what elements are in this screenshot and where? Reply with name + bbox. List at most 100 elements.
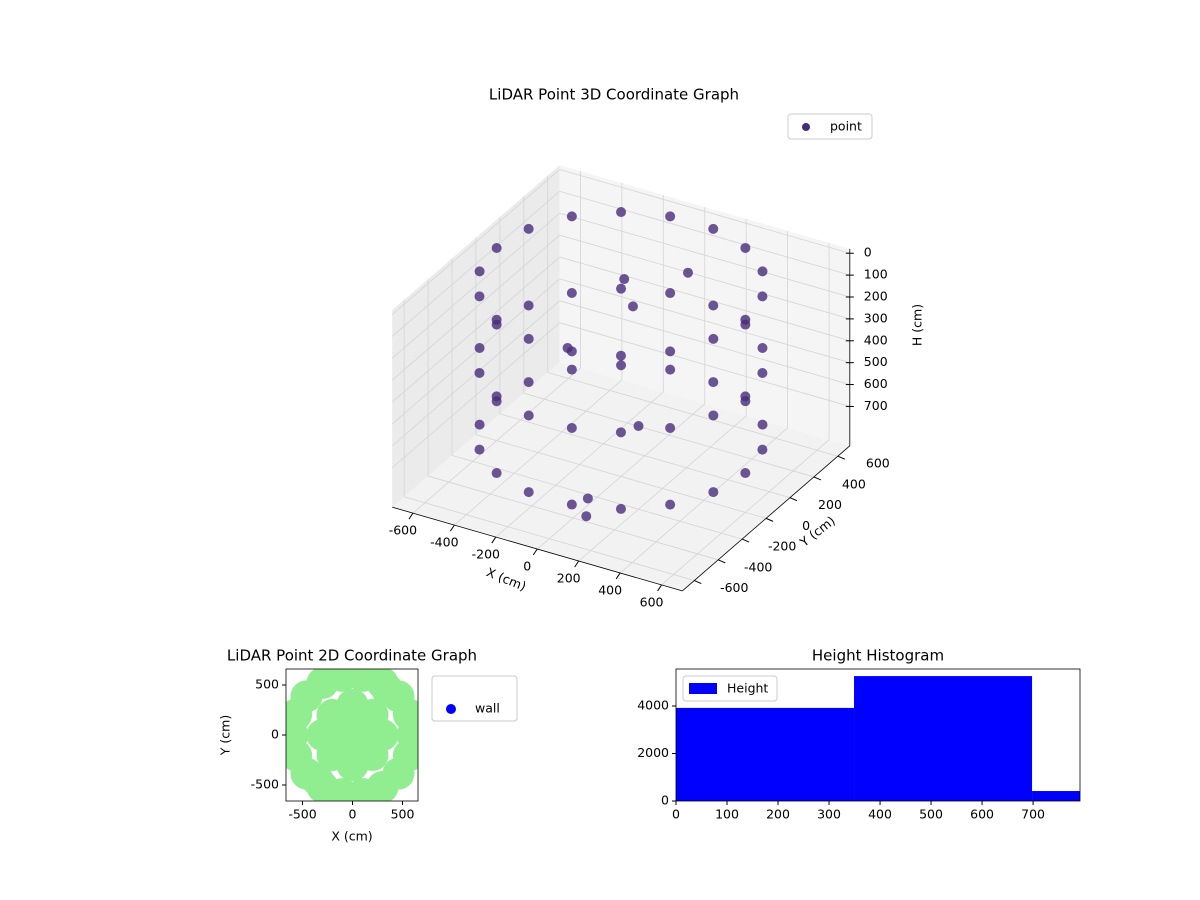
grid-line: [559, 212, 850, 298]
tick-mark: [449, 524, 455, 532]
grid-line: [391, 234, 560, 381]
y-tick-label: 600: [866, 456, 890, 471]
y-tick-label: 2000: [637, 745, 669, 760]
x-axis-label: X (cm): [331, 829, 372, 844]
point: [523, 377, 534, 388]
point: [615, 427, 626, 438]
grid-line: [451, 454, 743, 540]
x-tick-label: 500: [919, 807, 943, 822]
x-tick-label: 0: [349, 807, 357, 822]
x-tick-label: 0: [672, 807, 680, 822]
point: [474, 419, 485, 430]
tick-mark: [765, 517, 774, 522]
point: [616, 360, 627, 371]
grid-line: [391, 322, 560, 469]
z-tick-label: 200: [864, 289, 888, 304]
point: [566, 287, 577, 298]
point: [708, 300, 719, 311]
point: [474, 342, 485, 353]
tick-mark: [491, 536, 497, 544]
point: [566, 422, 577, 433]
grid-line: [391, 169, 560, 315]
z-tick-label: 500: [864, 354, 888, 369]
z-tick-label: 300: [864, 310, 888, 325]
chart-title: LiDAR Point 2D Coordinate Graph: [227, 647, 477, 665]
grid-line: [559, 256, 850, 342]
point: [356, 739, 389, 771]
point: [523, 410, 534, 421]
point: [665, 346, 676, 357]
point: [665, 364, 676, 375]
point: [474, 266, 485, 277]
point: [491, 242, 502, 253]
point: [616, 283, 627, 294]
grid-line: [499, 413, 791, 499]
x-tick-label: 600: [640, 594, 664, 609]
grid-line: [559, 278, 850, 364]
x-tick-label: 700: [1021, 807, 1045, 822]
grid-line: [559, 190, 850, 276]
point: [523, 487, 534, 498]
point: [491, 396, 502, 407]
point: [474, 291, 485, 302]
grid-line: [391, 191, 560, 337]
legend-label: wall: [475, 701, 500, 716]
y-tick-label: 500: [255, 677, 279, 692]
grid-line: [391, 212, 560, 359]
y-axis-line: [682, 445, 851, 592]
grid-line: [391, 256, 560, 403]
point: [633, 421, 644, 432]
point: [708, 377, 719, 388]
x-tick-label: -500: [288, 807, 316, 822]
point: [740, 319, 751, 330]
x-tick-label: 200: [766, 807, 790, 822]
point: [316, 739, 349, 771]
point: [566, 499, 577, 510]
point: [757, 291, 768, 302]
point: [615, 503, 626, 514]
point: [740, 242, 751, 253]
point: [757, 343, 768, 354]
x-tick-label: 300: [817, 807, 841, 822]
tick-mark: [718, 559, 726, 564]
bar: [676, 707, 855, 801]
plot-frame: [675, 668, 1081, 802]
point: [523, 300, 534, 311]
y-tick-label: 0: [271, 727, 279, 742]
x-tick-label: -600: [389, 523, 417, 538]
y-tick-label: -500: [251, 777, 279, 792]
point: [474, 367, 485, 378]
y-tick-label: -200: [768, 539, 796, 554]
point: [336, 719, 369, 751]
x-tick-label: 600: [970, 807, 994, 822]
tick-mark: [657, 584, 663, 592]
point: [665, 288, 676, 299]
tick-mark: [574, 560, 580, 568]
point: [708, 333, 719, 344]
legend-marker: [802, 123, 810, 131]
bars: [676, 676, 1080, 801]
chart-title: Height Histogram: [812, 647, 944, 665]
legend-label: Height: [727, 681, 768, 696]
point: [615, 350, 626, 361]
y-tick-label: -400: [744, 559, 772, 574]
z-tick-label: 600: [864, 376, 888, 391]
tick-mark: [532, 548, 538, 556]
grid-line: [404, 496, 695, 581]
x-axis-line: [392, 506, 683, 592]
z-tick-label: 100: [864, 267, 888, 282]
x-tick-label: -400: [430, 535, 458, 550]
y-tick-label: 0: [661, 793, 669, 808]
point: [740, 467, 751, 478]
tick-mark: [694, 580, 702, 585]
z-axis-label: H (cm): [910, 304, 925, 346]
tick-mark: [741, 538, 750, 543]
points: [286, 669, 418, 801]
point: [665, 211, 676, 222]
x-tick-label: 200: [557, 570, 581, 585]
point: [491, 319, 502, 330]
grid-line: [475, 434, 767, 519]
grid-line: [559, 300, 850, 385]
legend-box: [682, 675, 778, 702]
point: [356, 699, 389, 731]
